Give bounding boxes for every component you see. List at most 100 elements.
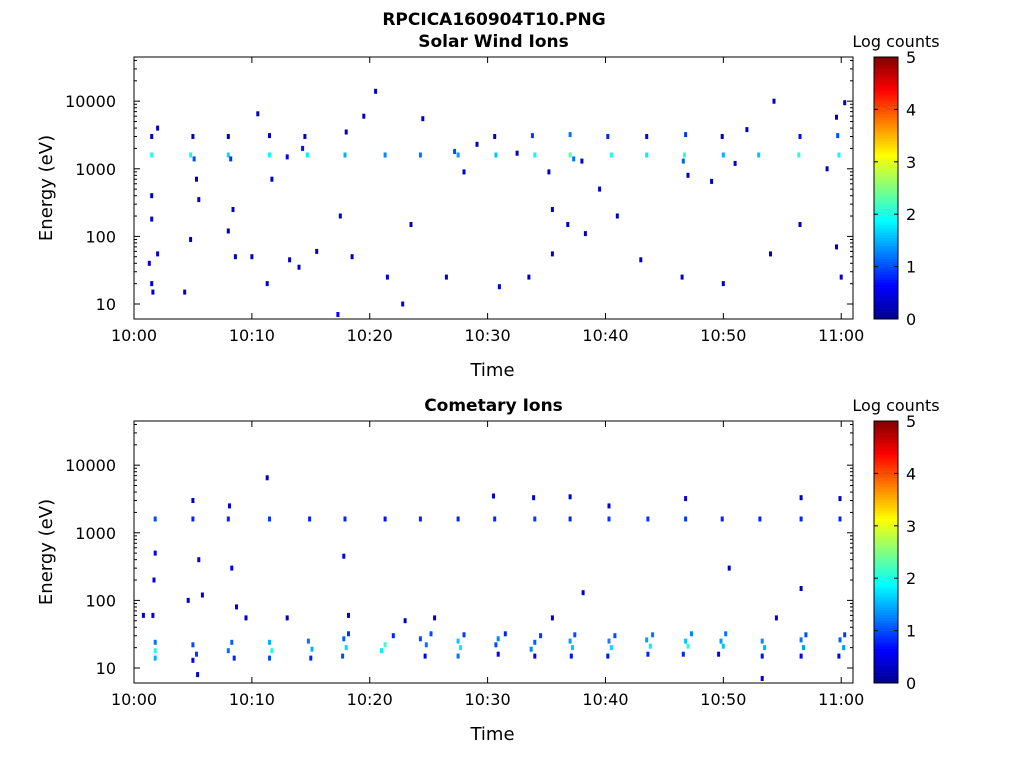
colorbar-segment <box>874 177 898 181</box>
colorbar-segment <box>874 77 898 81</box>
colorbar-segment <box>874 669 898 673</box>
colorbar-segment <box>874 148 898 152</box>
colorbar-segment <box>874 465 898 469</box>
colorbar-tick-label: 1 <box>906 622 916 641</box>
chart-panel-1: 10:00 10:10 10:20 10:30 10:40 10:50 11:0010100… <box>36 32 940 381</box>
heatmap-cell <box>189 237 193 242</box>
heatmap-cell <box>301 145 305 151</box>
heatmap-cell <box>475 141 479 147</box>
heatmap-cell <box>385 274 389 280</box>
x-tick-label: 10:20 <box>347 690 393 709</box>
heatmap-cell <box>835 114 838 120</box>
heatmap-cell <box>150 281 154 287</box>
heatmap-cell <box>315 248 319 254</box>
heatmap-cell <box>651 632 655 638</box>
heatmap-cell <box>153 639 157 645</box>
heatmap-cell <box>606 653 610 659</box>
colorbar-segment <box>874 562 898 566</box>
colorbar-segment <box>874 575 898 579</box>
colorbar-segment <box>874 455 898 458</box>
colorbar-segment <box>874 491 898 495</box>
colorbar-segment <box>874 468 898 472</box>
heatmap-cell <box>418 636 422 642</box>
heatmap-cell <box>309 655 313 661</box>
heatmap-cell <box>433 615 437 621</box>
colorbar-segment <box>874 609 898 613</box>
heatmap-cell <box>244 615 248 621</box>
colorbar-segment <box>874 462 898 466</box>
heatmap-cell <box>496 651 500 657</box>
heatmap-cell <box>799 516 803 522</box>
heatmap-cell <box>350 254 354 260</box>
colorbar-segment <box>874 308 898 312</box>
heatmap-cell <box>799 495 803 501</box>
heatmap-cell <box>527 274 531 280</box>
heatmap-cell <box>760 676 764 681</box>
colorbar-segment <box>874 541 898 545</box>
colorbar-segment <box>874 599 898 603</box>
heatmap-cell <box>760 638 764 644</box>
x-tick-label: 10:10 <box>229 690 275 709</box>
heatmap-cell <box>686 643 690 649</box>
colorbar-segment <box>874 153 898 157</box>
heatmap-cell <box>265 475 269 481</box>
colorbar-segment <box>874 656 898 660</box>
colorbar-segment <box>874 292 898 296</box>
heatmap-cell <box>639 257 643 263</box>
colorbar-segment <box>874 67 898 71</box>
heatmap-cell <box>721 152 725 158</box>
colorbar-segment <box>874 528 898 532</box>
figure-title: RPCICA160904T10.PNG <box>382 10 605 30</box>
colorbar-segment <box>874 546 898 550</box>
heatmap-cell <box>344 129 348 135</box>
heatmap-cell <box>235 604 238 610</box>
heatmap-cell <box>607 503 611 509</box>
colorbar-segment <box>874 544 898 548</box>
colorbar-segment <box>874 473 898 477</box>
heatmap-cell <box>613 633 617 639</box>
colorbar-segment <box>874 489 898 493</box>
colorbar-segment <box>874 583 898 587</box>
x-tick-label: 10:10 <box>229 326 275 345</box>
colorbar-segment <box>874 565 898 569</box>
heatmap-cell <box>229 156 233 162</box>
heatmap-cell <box>189 152 193 158</box>
colorbar-segment <box>874 135 898 139</box>
heatmap-cell <box>153 516 157 522</box>
heatmap-cell <box>191 498 195 503</box>
heatmap-cell <box>380 648 383 654</box>
colorbar-segment <box>874 447 898 451</box>
heatmap-cell <box>383 516 387 522</box>
heatmap-cell <box>607 516 611 522</box>
heatmap-cell <box>568 132 572 138</box>
heatmap-cell <box>532 495 536 501</box>
colorbar-segment <box>874 607 898 610</box>
colorbar-tick-label: 0 <box>906 310 916 329</box>
colorbar-segment <box>874 85 898 89</box>
heatmap-cell <box>421 116 425 122</box>
colorbar-segment <box>874 428 898 432</box>
colorbar-segment <box>874 313 898 317</box>
colorbar-segment <box>874 174 898 178</box>
heatmap-cell <box>228 503 231 509</box>
colorbar-segment <box>874 300 898 304</box>
heatmap-cell <box>681 651 685 657</box>
colorbar-segment <box>874 140 898 144</box>
colorbar-segment <box>874 478 898 482</box>
heatmap-cell <box>682 152 686 158</box>
colorbar-segment <box>874 677 898 681</box>
colorbar-segment <box>874 62 898 66</box>
heatmap-cell <box>462 169 466 175</box>
heatmap-cell <box>444 274 448 280</box>
heatmap-cell <box>453 149 457 154</box>
colorbar-segment <box>874 431 898 435</box>
colorbar-segment <box>874 206 898 210</box>
colorbar-segment <box>874 64 898 68</box>
colorbar-tick-label: 3 <box>906 517 916 536</box>
colorbar-segment <box>874 253 898 257</box>
colorbar-segment <box>874 630 898 634</box>
colorbar-segment <box>874 274 898 278</box>
colorbar-segment <box>874 557 898 561</box>
heatmap-cell <box>230 565 234 571</box>
colorbar-segment <box>874 127 898 131</box>
